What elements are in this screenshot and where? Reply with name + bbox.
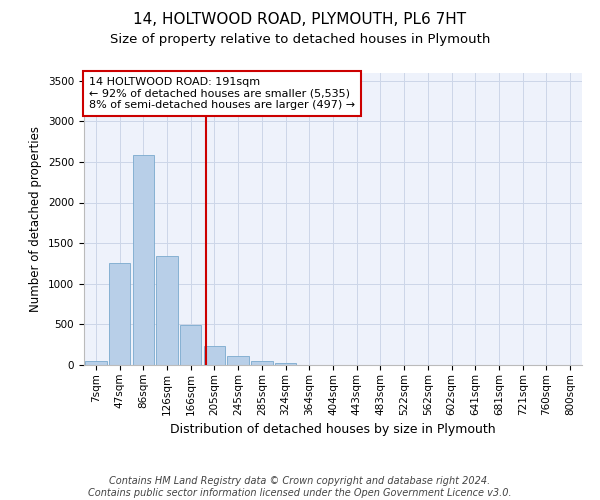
Bar [133,154,154,365]
Y-axis label: Number of detached properties: Number of detached properties [29,126,43,312]
Bar [157,256,178,365]
X-axis label: Distribution of detached houses by size in Plymouth: Distribution of detached houses by size … [170,423,496,436]
Text: 14 HOLTWOOD ROAD: 191sqm
← 92% of detached houses are smaller (5,535)
8% of semi: 14 HOLTWOOD ROAD: 191sqm ← 92% of detach… [89,77,355,110]
Bar [275,364,296,365]
Bar [180,325,202,365]
Bar [204,346,225,365]
Text: 14, HOLTWOOD ROAD, PLYMOUTH, PL6 7HT: 14, HOLTWOOD ROAD, PLYMOUTH, PL6 7HT [133,12,467,28]
Bar [85,361,107,365]
Bar [109,264,130,365]
Text: Contains HM Land Registry data © Crown copyright and database right 2024.
Contai: Contains HM Land Registry data © Crown c… [88,476,512,498]
Text: Size of property relative to detached houses in Plymouth: Size of property relative to detached ho… [110,32,490,46]
Bar [251,362,272,365]
Bar [227,356,249,365]
